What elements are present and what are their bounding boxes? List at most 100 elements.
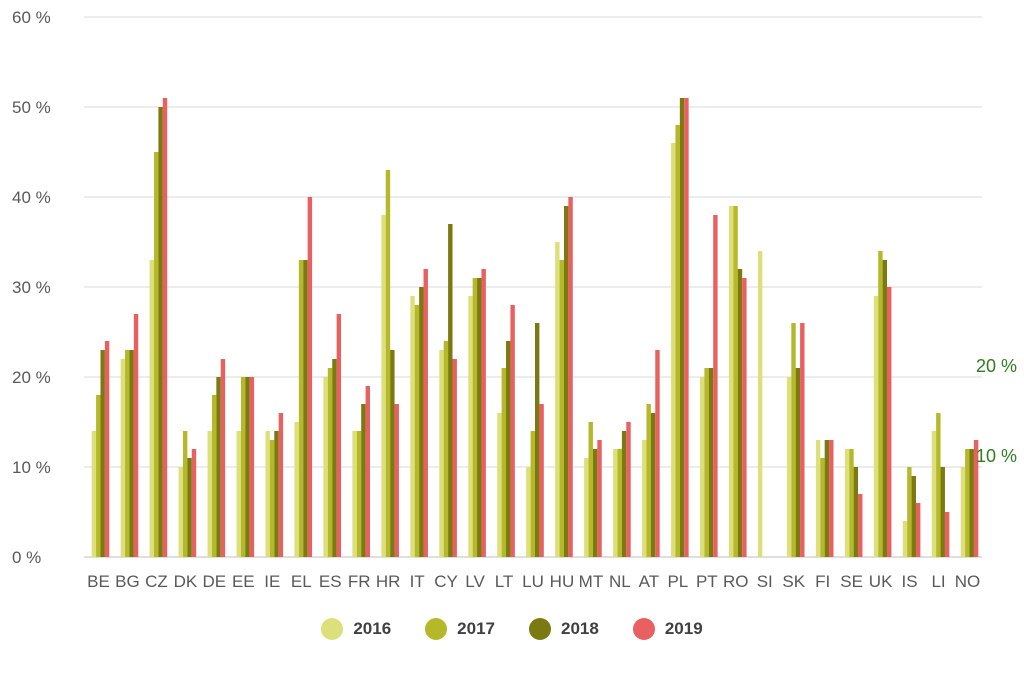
bar-HU-2017: [559, 260, 564, 557]
bar-UK-2019: [887, 287, 892, 557]
bar-SE-2016: [844, 449, 850, 557]
bar-NO-2017: [965, 449, 970, 557]
bar-UK-2018: [882, 260, 888, 557]
bar-ES-2018: [332, 359, 337, 557]
legend-label: 2019: [664, 619, 703, 638]
bar-MT-2018: [592, 449, 598, 557]
x-tick-label: NL: [609, 572, 631, 591]
bar-IE-2019: [278, 413, 284, 557]
x-tick-label: MT: [579, 572, 604, 591]
bar-NL-2018: [621, 431, 627, 557]
y-tick-label: 10 %: [12, 458, 51, 477]
bar-UK-2016: [873, 296, 879, 557]
x-tick-label: BE: [87, 572, 110, 591]
bar-IS-2018: [911, 476, 916, 557]
y-tick-label: 20 %: [12, 368, 51, 387]
bar-CZ-2017: [154, 152, 159, 557]
x-tick-label: ES: [319, 572, 342, 591]
bar-SE-2019: [858, 494, 863, 557]
bar-FR-2018: [361, 404, 366, 557]
bar-IT-2016: [410, 296, 415, 557]
bar-IE-2018: [274, 431, 279, 557]
x-axis-ticks: BE BG CZ DK DE EE IE EL ES FR HR IT CY LV LT LU HU MT NL AT…: [87, 572, 980, 591]
bar-AT-2017: [646, 404, 651, 557]
x-tick-label: EL: [291, 572, 312, 591]
bar-RO-2016: [728, 206, 734, 557]
x-tick-label: LU: [522, 572, 544, 591]
y-tick-label: 50 %: [12, 98, 51, 117]
x-tick-label: LI: [931, 572, 945, 591]
bar-LU-2018: [535, 323, 540, 557]
bar-BG-2016: [120, 359, 126, 557]
bar-FR-2016: [352, 431, 357, 557]
legend-item-2019: 2019: [632, 618, 703, 640]
bar-HU-2018: [563, 206, 569, 557]
bar-EL-2019: [307, 197, 313, 557]
y-tick-label: 40 %: [12, 188, 51, 207]
bar-HR-2019: [394, 404, 399, 557]
bar-IT-2017: [414, 305, 420, 557]
bar-HU-2016: [555, 242, 560, 557]
bar-BG-2018: [129, 350, 134, 557]
legend-item-2017: 2017: [425, 618, 495, 640]
legend-swatch: [425, 618, 448, 640]
legend-label: 2016: [353, 619, 392, 638]
y-tick-label: 30 %: [12, 278, 51, 297]
bar-IS-2019: [915, 503, 921, 557]
bar-HR-2016: [381, 215, 386, 557]
bar-CY-2018: [448, 224, 453, 557]
bar-LV-2019: [481, 269, 486, 557]
legend: 2016 2017 2018 2019: [0, 618, 1024, 640]
bar-ES-2016: [323, 377, 328, 557]
bar-SK-2018: [795, 368, 801, 557]
bar-PT-2019: [713, 215, 718, 557]
bar-SE-2017: [849, 449, 854, 557]
y-axis-ticks: 0 % 10 % 20 % 30 % 40 % 50 % 60 %: [12, 8, 51, 567]
legend-swatch: [529, 618, 551, 640]
x-tick-label: NO: [955, 572, 981, 591]
x-tick-label: EE: [232, 572, 255, 591]
bar-LT-2017: [501, 368, 507, 557]
bar-CZ-2019: [162, 98, 168, 557]
y-tick-label: 0 %: [12, 548, 41, 567]
bar-ES-2017: [327, 368, 333, 557]
bar-BG-2019: [133, 314, 139, 557]
x-tick-label: IS: [902, 572, 918, 591]
x-tick-label: HR: [376, 572, 401, 591]
legend-item-2016: 2016: [321, 618, 391, 640]
bar-FI-2018: [824, 440, 830, 557]
bar-SK-2019: [800, 323, 805, 557]
x-tick-label: DK: [174, 572, 198, 591]
bar-SI-2016: [757, 251, 763, 557]
bar-IE-2017: [269, 440, 275, 557]
x-tick-label: CZ: [145, 572, 168, 591]
x-tick-label: DE: [203, 572, 227, 591]
bar-DK-2019: [191, 449, 197, 557]
bar-PT-2017: [704, 368, 709, 557]
bar-SE-2018: [853, 467, 859, 557]
bar-PT-2018: [708, 368, 714, 557]
bar-MT-2019: [597, 440, 602, 557]
legend-label: 2017: [457, 619, 495, 638]
x-tick-label: PT: [696, 572, 718, 591]
bar-NL-2016: [613, 449, 618, 557]
x-tick-label: IT: [410, 572, 425, 591]
bar-HU-2019: [568, 197, 573, 557]
bar-BE-2017: [96, 395, 101, 557]
bar-NO-2018: [969, 449, 974, 557]
bar-FR-2017: [356, 431, 362, 557]
bar-CZ-2016: [149, 260, 155, 557]
x-tick-label: BG: [115, 572, 140, 591]
bar-LI-2018: [940, 467, 945, 557]
bar-LV-2018: [477, 278, 482, 557]
bar-HR-2017: [385, 170, 391, 557]
x-tick-label: PL: [667, 572, 688, 591]
x-tick-label: LT: [495, 572, 514, 591]
bar-IE-2016: [265, 431, 270, 557]
bar-DK-2018: [187, 458, 192, 557]
bar-SK-2017: [791, 323, 796, 557]
bar-LI-2019: [944, 512, 950, 557]
bar-EE-2019: [249, 377, 255, 557]
bar-ES-2019: [336, 314, 342, 557]
bar-NO-2019: [973, 440, 979, 557]
